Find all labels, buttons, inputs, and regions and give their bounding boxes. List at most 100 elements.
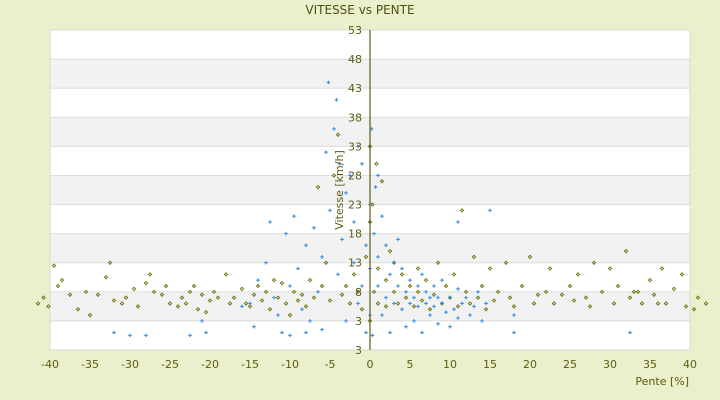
- data-point-blue: [420, 272, 424, 277]
- data-point-blue: [384, 243, 388, 248]
- y-axis-label: Vitesse [km/h]: [333, 150, 346, 230]
- y-tick-label: 18: [348, 228, 362, 241]
- data-point-blue: [628, 330, 632, 335]
- data-point-olive: [471, 254, 477, 260]
- data-point-blue: [352, 220, 356, 224]
- data-point-olive: [679, 272, 685, 277]
- data-point-blue: [388, 330, 392, 335]
- data-point-blue: [288, 333, 292, 338]
- data-point-blue: [344, 319, 348, 323]
- data-point-olive: [179, 295, 185, 300]
- data-point-olive: [503, 260, 509, 265]
- data-point-olive: [567, 283, 573, 289]
- data-point-olive: [279, 280, 285, 286]
- data-point-blue: [316, 290, 320, 294]
- data-point-olive: [223, 272, 229, 277]
- data-point-blue: [304, 243, 308, 248]
- data-point-blue: [464, 295, 468, 300]
- data-points: [35, 80, 709, 338]
- data-point-olive: [383, 277, 389, 283]
- data-point-blue: [352, 260, 356, 265]
- data-point-olive: [287, 312, 293, 318]
- data-point-blue: [380, 214, 384, 218]
- y-tick-label: 13: [348, 257, 362, 270]
- x-tick-label: 10: [443, 358, 457, 371]
- data-point-olive: [247, 304, 253, 309]
- data-point-olive: [543, 289, 549, 295]
- y-tick-label: 3: [355, 315, 362, 328]
- data-point-olive: [491, 298, 497, 303]
- data-point-olive: [347, 301, 353, 306]
- data-point-olive: [659, 266, 665, 271]
- data-point-blue: [320, 327, 324, 332]
- data-point-blue: [420, 330, 424, 335]
- data-point-olive: [291, 289, 297, 295]
- data-point-olive: [615, 283, 621, 289]
- data-point-olive: [435, 260, 441, 265]
- data-point-olive: [175, 304, 181, 309]
- data-point-olive: [67, 292, 73, 297]
- y-tick-label: 3: [355, 344, 362, 357]
- data-point-olive: [415, 289, 421, 295]
- data-point-olive: [131, 286, 137, 292]
- data-point-olive: [631, 289, 637, 295]
- data-point-blue: [428, 313, 432, 317]
- data-point-olive: [479, 283, 485, 289]
- data-point-olive: [607, 266, 613, 271]
- x-tick-labels: -40 -35 -30 -25 -20 -15 -10 -5 0 5 10 15 20 25 30 35 40: [41, 358, 697, 371]
- data-point-olive: [671, 286, 677, 292]
- data-point-blue: [200, 319, 204, 323]
- data-point-blue: [448, 324, 452, 329]
- data-point-olive: [107, 260, 113, 265]
- data-point-blue: [288, 284, 292, 288]
- data-point-olive: [507, 295, 513, 300]
- data-point-olive: [375, 266, 381, 271]
- x-tick-label: 5: [407, 358, 414, 371]
- data-point-blue: [376, 284, 380, 288]
- data-point-olive: [191, 283, 197, 289]
- data-point-olive: [599, 289, 605, 295]
- data-point-blue: [416, 284, 420, 288]
- data-point-blue: [396, 237, 400, 242]
- data-point-blue: [408, 278, 412, 282]
- data-point-olive: [123, 295, 129, 300]
- data-point-olive: [319, 283, 325, 289]
- data-point-olive: [663, 301, 669, 306]
- data-point-blue: [472, 304, 476, 309]
- data-point-olive: [683, 304, 689, 309]
- x-tick-label: 35: [643, 358, 657, 371]
- data-point-blue: [248, 301, 252, 306]
- data-point-olive: [407, 283, 413, 289]
- data-point-blue: [468, 313, 472, 317]
- data-point-blue: [356, 301, 360, 306]
- data-point-blue: [188, 333, 192, 338]
- data-point-blue: [312, 226, 316, 230]
- data-point-blue: [344, 191, 348, 195]
- data-point-blue: [328, 208, 332, 213]
- data-point-olive: [551, 301, 557, 306]
- data-point-olive: [267, 307, 273, 312]
- data-point-blue: [456, 287, 460, 291]
- data-point-blue: [512, 330, 516, 335]
- data-point-olive: [375, 301, 381, 306]
- data-point-blue: [264, 260, 268, 265]
- data-point-olive: [399, 272, 405, 277]
- data-point-blue: [448, 295, 452, 300]
- data-point-olive: [703, 301, 709, 306]
- data-point-blue: [452, 307, 456, 312]
- data-point-olive: [519, 283, 525, 289]
- data-point-olive: [255, 283, 261, 289]
- data-point-olive: [527, 254, 533, 260]
- data-point-olive: [571, 298, 577, 303]
- data-point-blue: [396, 284, 400, 288]
- y-tick-label: 33: [348, 140, 362, 153]
- data-point-blue: [456, 316, 460, 320]
- chart-title: VITESSE vs PENTE: [305, 3, 414, 17]
- data-point-blue: [320, 255, 324, 259]
- data-point-olive: [387, 248, 393, 254]
- x-tick-label: -20: [201, 358, 219, 371]
- data-point-blue: [388, 272, 392, 277]
- data-point-blue: [428, 295, 432, 300]
- data-point-olive: [35, 301, 41, 306]
- data-point-blue: [276, 313, 280, 317]
